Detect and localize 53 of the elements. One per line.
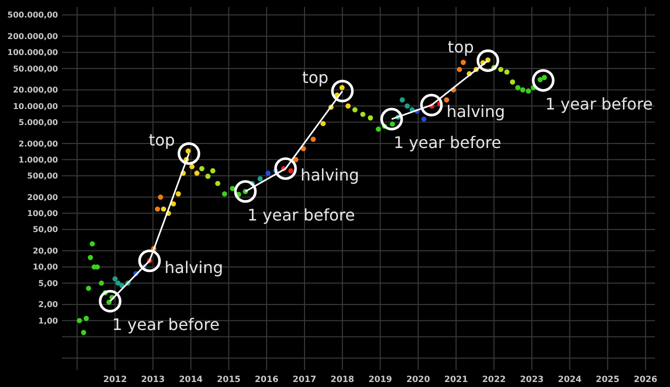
point: [331, 80, 354, 102]
x-tick-label: 2012: [103, 375, 127, 385]
x-tick-label: 2013: [141, 375, 165, 385]
annotation: top: [148, 130, 175, 150]
y-tick-label: 200.000,00: [7, 32, 58, 41]
y-tick-label: 50.000,00: [12, 64, 58, 74]
point: [234, 180, 257, 203]
y-tick-label: 2,00: [38, 300, 58, 310]
y-tick-label: 2.000,00: [18, 139, 58, 148]
point: [532, 69, 555, 92]
x-tick-label: 2021: [444, 375, 468, 385]
x-tick-label: 2026: [634, 375, 658, 385]
y-tick-label: 20,00: [32, 246, 58, 256]
y-tick-label: 100.000,00: [7, 48, 58, 58]
x-tick-label: 2017: [292, 375, 316, 385]
x-tick-label: 2018: [330, 375, 354, 385]
y-tick-label: 1.000,00: [18, 155, 58, 164]
annotation: 1 year before: [247, 205, 355, 224]
point: [420, 94, 443, 116]
x-tick-label: 2020: [406, 375, 430, 385]
y-tick-label: 1,00: [38, 316, 58, 326]
point: [380, 108, 403, 130]
x-tick-label: 2025: [596, 375, 620, 385]
annotation: halving: [164, 258, 224, 277]
x-tick-label: 2014: [178, 375, 203, 385]
annotation: halving: [446, 102, 506, 122]
annotation: 1 year before: [545, 94, 653, 114]
x-tick-label: 2023: [520, 375, 544, 385]
y-tick-label: 10.000,00: [12, 102, 58, 111]
y-tick-label: 200,00: [27, 192, 58, 202]
y-tick-label: 5.000,00: [18, 118, 58, 127]
x-tick-label: 2019: [368, 375, 392, 385]
x-tick-label: 2022: [482, 375, 506, 385]
y-tick-label: 100,00: [27, 209, 58, 218]
annotation: top: [448, 38, 474, 57]
point: [138, 250, 161, 272]
annotation: halving: [300, 166, 360, 185]
y-tick-label: 50,00: [32, 225, 58, 234]
annotation: 1 year before: [394, 133, 502, 152]
point: [476, 49, 500, 72]
y-tick-label: 5,00: [38, 278, 58, 288]
x-tick-label: 2015: [216, 375, 241, 385]
y-tick-label: 500.000,00: [7, 10, 58, 20]
point: [178, 142, 200, 165]
point: [98, 290, 122, 312]
x-tick-label: 2024: [558, 375, 582, 385]
y-tick-label: 500,00: [27, 172, 58, 181]
y-tick-label: 20.000,00: [12, 86, 58, 95]
y-tick-label: 10,00: [32, 262, 58, 272]
point: [274, 157, 297, 180]
x-tick-label: 2016: [254, 375, 279, 385]
annotation: 1 year before: [112, 315, 220, 334]
annotation: top: [302, 68, 328, 88]
